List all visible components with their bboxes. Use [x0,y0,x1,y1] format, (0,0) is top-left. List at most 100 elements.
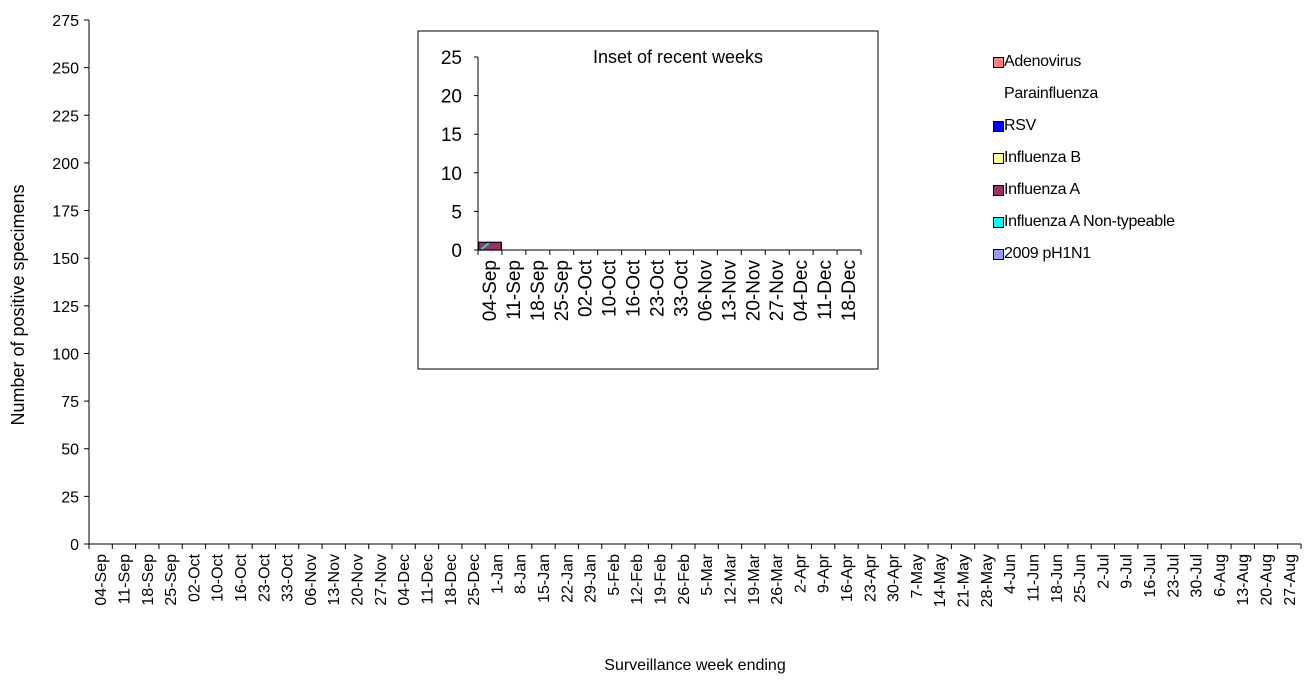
main-y-tick-label: 200 [52,156,79,173]
main-x-tick-label: 06-Nov [303,554,320,606]
main-x-tick-label: 23-Jul [1165,554,1182,598]
main-x-tick-label: 26-Mar [769,553,786,604]
main-x-tick-label: 20-Nov [350,554,367,606]
legend-label: 2009 pH1N1 [1004,245,1091,262]
main-x-tick-label: 12-Mar [722,553,739,604]
main-x-tick-label: 19-Mar [746,553,763,604]
main-y-tick-label: 125 [52,299,79,316]
main-x-tick-label: 20-Aug [1259,554,1276,606]
main-x-tick-label: 23-Oct [256,553,273,602]
main-y-tick-label: 225 [52,108,79,125]
main-x-tick-label: 12-Feb [629,554,646,605]
legend-swatch [993,121,1004,132]
main-x-tick-label: 11-Dec [419,554,436,604]
main-x-tick-label: 18-Sep [140,554,157,606]
legend-swatch [993,217,1004,228]
main-y-tick-label: 100 [52,346,79,363]
legend-item: Adenovirus [992,50,1292,82]
inset-x-tick-label: 13-Nov [719,260,740,322]
legend-label: Influenza B [1004,149,1081,166]
main-y-tick-label: 275 [52,13,79,30]
main-y-tick-label: 25 [61,489,79,506]
inset-y-tick-label: 15 [441,125,462,146]
main-x-tick-label: 8-Jan [513,554,530,594]
main-x-tick-label: 04-Sep [93,554,110,606]
inset-x-tick-label: 23-Oct [648,259,669,317]
inset-bar [477,241,502,251]
x-axis-label: Surveillance week ending [604,657,785,674]
main-x-tick-label: 2-Jul [1095,554,1112,589]
main-x-tick-label: 11-Jun [1025,554,1042,602]
main-x-tick-label: 6-Aug [1212,554,1229,597]
main-x-tick-label: 18-Jun [1049,554,1066,603]
inset-title: Inset of recent weeks [593,47,763,67]
inset-x-tick-label: 02-Oct [576,259,597,317]
main-x-tick-label: 21-May [956,554,973,607]
main-x-tick-label: 18-Dec [443,554,460,606]
main-y-tick-label: 250 [52,61,79,78]
inset-x-tick-label: 18-Dec [839,260,860,321]
main-x-tick-label: 2-Apr [792,553,809,593]
legend-item: Parainfluenza [992,82,1292,114]
main-x-tick-label: 7-May [909,554,926,598]
inset-x-tick-label: 18-Sep [528,260,549,321]
legend-item: Influenza A [992,178,1292,210]
legend-label: RSV [1004,117,1036,134]
main-x-tick-label: 29-Jan [583,554,600,603]
inset-x-tick-label: 04-Sep [480,260,501,321]
main-x-tick-label: 11-Sep [116,554,133,605]
inset-frame [417,30,879,370]
main-x-tick-label: 25-Sep [163,554,180,606]
main-x-tick-label: 30-Jul [1189,554,1206,598]
legend-item: Influenza B [992,146,1292,178]
main-x-tick-label: 9-Apr [816,553,833,593]
main-x-tick-label: 13-Nov [326,554,343,606]
legend-label: Parainfluenza [1004,85,1098,102]
main-y-tick-label: 75 [61,394,79,411]
main-y-tick-label: 50 [61,442,79,459]
legend-item: Influenza A Non-typeable [992,210,1292,242]
main-x-tick-label: 28-May [979,554,996,607]
inset-x-tick-label: 10-Oct [600,259,621,317]
main-x-tick-label: 27-Aug [1282,554,1299,606]
main-x-tick-label: 30-Apr [886,553,903,602]
main-x-tick-label: 13-Aug [1235,554,1252,606]
legend-label: Adenovirus [1004,53,1082,70]
legend-swatch [993,249,1004,260]
inset-y-tick-label: 5 [451,202,462,223]
inset-y-tick-label: 10 [441,164,462,185]
legend-label: Influenza A [1004,181,1080,198]
main-x-tick-label: 14-May [932,554,949,607]
legend-swatch [993,57,1004,68]
inset-y-tick-label: 25 [441,48,462,69]
main-x-tick-label: 16-Jul [1142,554,1159,598]
main-x-tick-label: 33-Oct [280,553,297,602]
y-axis-label: Number of positive specimens [8,184,28,425]
main-x-tick-label: 1-Jan [489,554,506,594]
legend-label: Influenza A Non-typeable [1004,213,1175,230]
inset-x-tick-label: 20-Nov [743,260,764,322]
legend-swatch [993,185,1004,196]
main-y-tick-label: 150 [52,251,79,268]
main-x-tick-label: 10-Oct [210,553,227,602]
inset-y-tick-label: 0 [451,241,462,262]
inset-x-tick-label: 27-Nov [767,260,788,322]
main-x-tick-label: 23-Apr [862,553,879,602]
main-x-tick-label: 22-Jan [559,554,576,603]
main-x-tick-label: 5-Mar [699,553,716,595]
main-x-tick-label: 9-Jul [1119,554,1136,589]
main-y-tick-label: 175 [52,204,79,221]
main-x-tick-label: 4-Jun [1002,554,1019,594]
inset-x-tick-label: 25-Sep [552,260,573,321]
main-x-tick-label: 02-Oct [186,553,203,602]
inset-bar-hatch [481,242,490,250]
inset-x-tick-label: 11-Sep [504,260,525,320]
main-x-tick-label: 25-Dec [466,554,483,606]
main-x-tick-label: 25-Jun [1072,554,1089,603]
main-x-tick-label: 19-Feb [653,554,670,605]
inset-x-tick-label: 06-Nov [695,260,716,322]
main-x-tick-label: 27-Nov [373,554,390,606]
